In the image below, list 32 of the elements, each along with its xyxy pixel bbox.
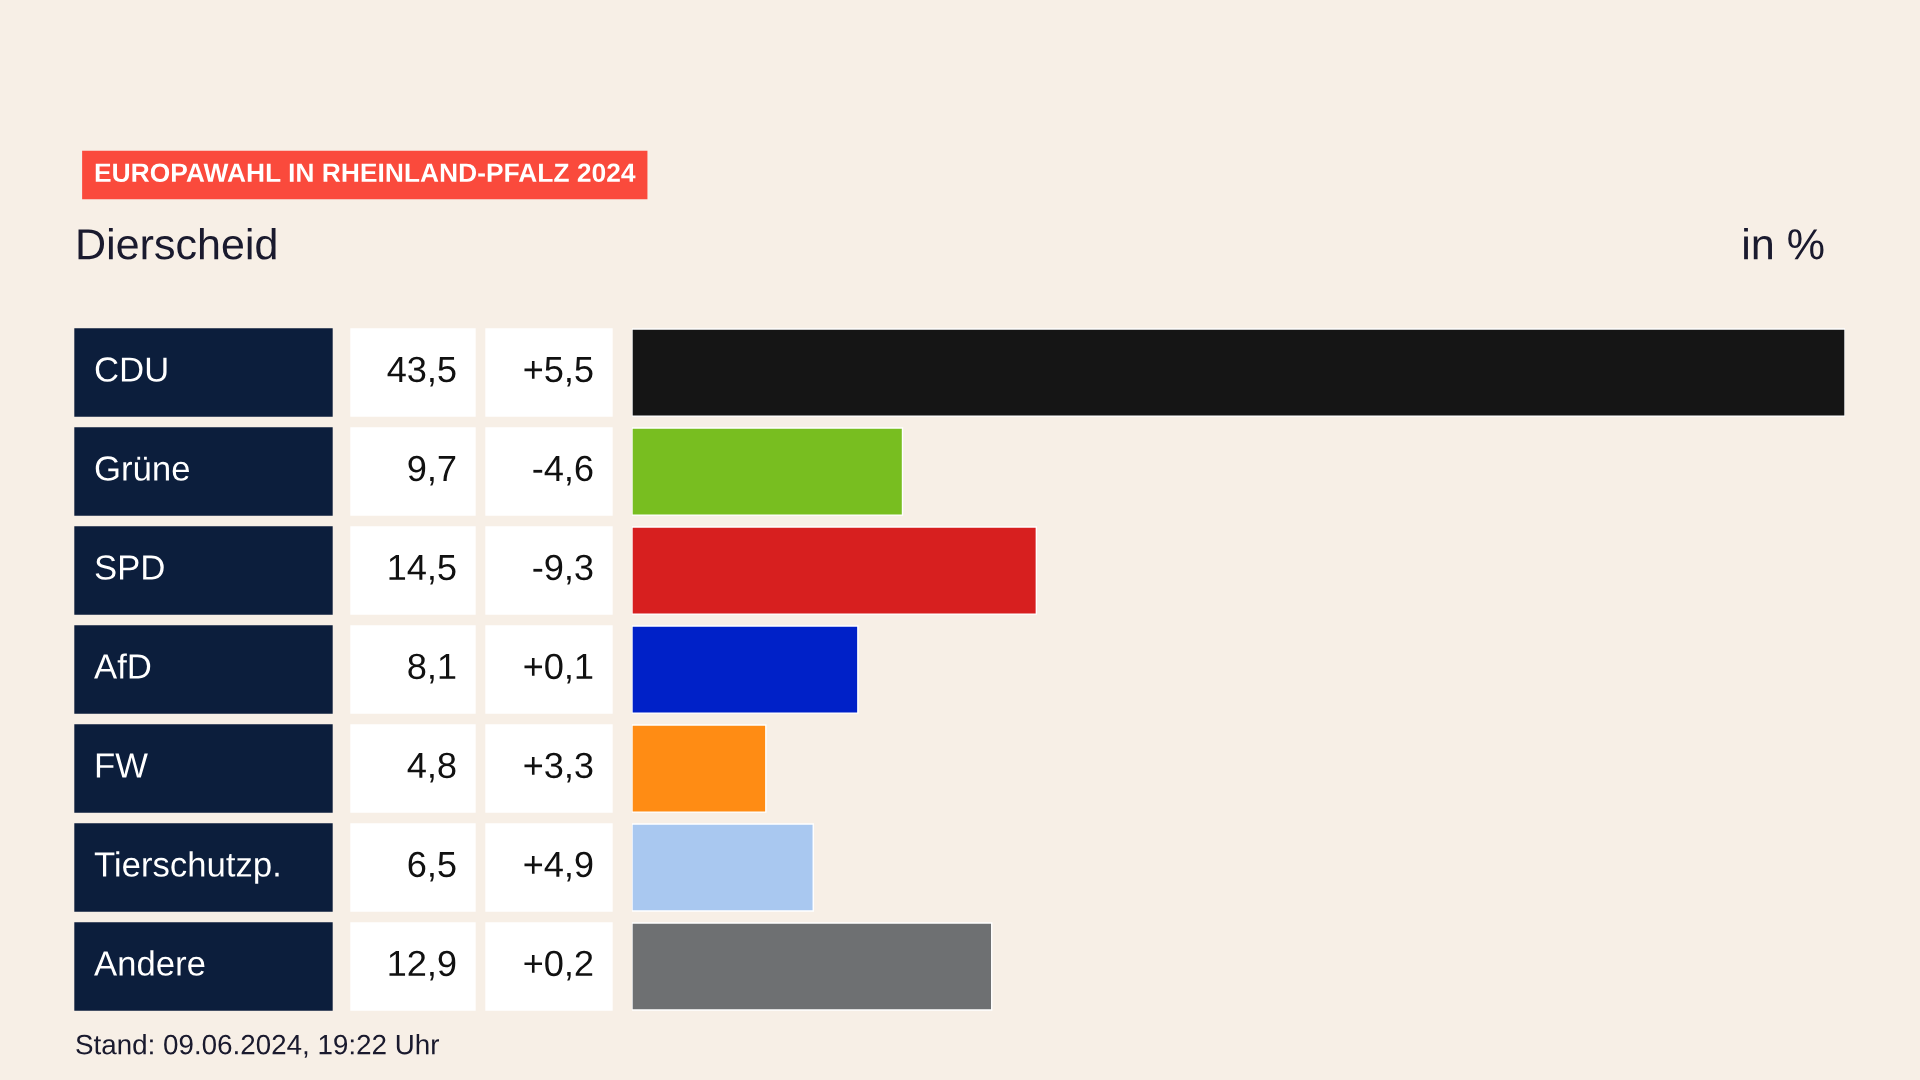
text: Dierscheid (78, 227, 276, 260)
text: +0,1 (524, 653, 593, 684)
text: +5,5 (524, 357, 593, 387)
y-tick-label: Andere (94, 950, 205, 976)
bar (632, 427, 904, 516)
data-label: 14,5 (389, 555, 456, 585)
data-label: 4,8 (407, 752, 456, 783)
text: -4,6 (533, 455, 593, 486)
bar (632, 922, 993, 1011)
text: +3,3 (524, 752, 593, 783)
bar (632, 328, 1845, 417)
text: -9,3 (533, 554, 593, 585)
y-tick-label: CDU (95, 357, 167, 382)
y-tick-label: AfD (94, 653, 151, 679)
y-tick-label: SPD (95, 555, 164, 580)
text: EUROPAWAHL IN RHEINLAND-PFALZ 2024 (95, 163, 636, 183)
text: +4,9 (524, 851, 593, 882)
y-tick-label: FW (96, 753, 148, 778)
x-axis-title: in % (1744, 227, 1824, 260)
data-label: 9,7 (408, 455, 456, 486)
bar (632, 526, 1038, 615)
text: +0,2 (524, 950, 593, 981)
data-label: 12,9 (389, 950, 456, 981)
y-tick-label: Tierschutzp. (94, 851, 279, 884)
data-label: 8,1 (408, 653, 456, 684)
bar (632, 625, 859, 714)
data-label: 43,5 (387, 356, 456, 387)
bar (632, 823, 814, 912)
bar (632, 724, 767, 813)
y-tick-label: Grüne (95, 456, 189, 481)
text: Stand: 09.06.2024, 19:22 Uhr (76, 1034, 440, 1058)
data-label: 6,5 (408, 851, 456, 882)
